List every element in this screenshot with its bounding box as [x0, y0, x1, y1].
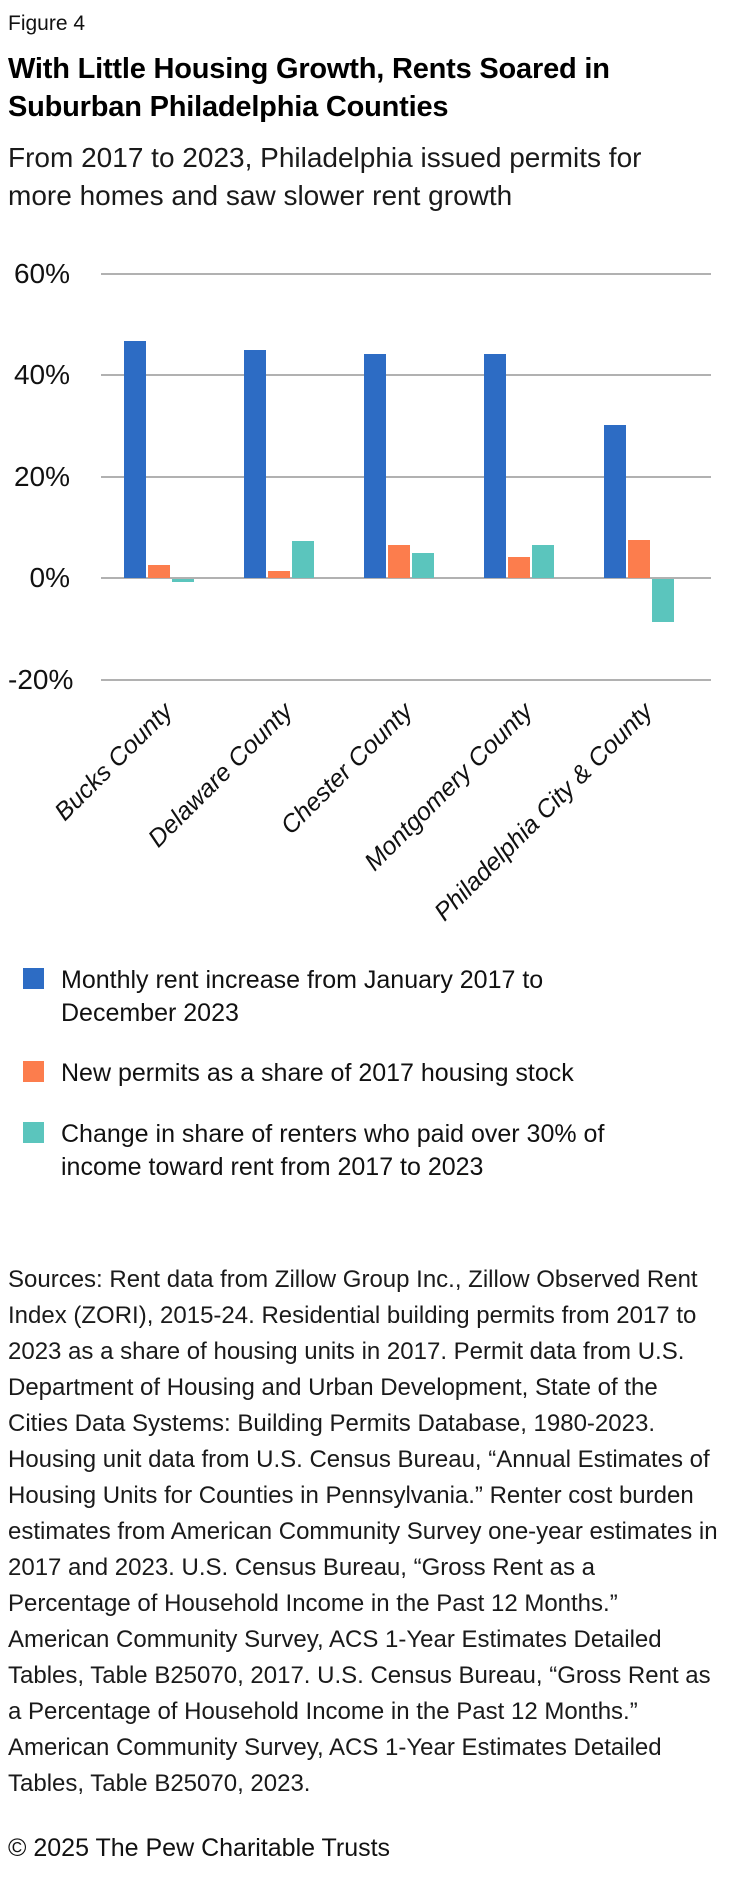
legend-swatch-blue	[23, 967, 44, 989]
legend-label-cost-burden: Change in share of renters who paid over…	[61, 1119, 605, 1181]
legend-swatch-teal	[23, 1121, 44, 1143]
sources-note: Sources: Rent data from Zillow Group Inc…	[8, 1266, 718, 1798]
gridline	[101, 374, 711, 377]
figure-label: Figure 4	[8, 12, 86, 35]
bar	[244, 350, 266, 579]
y-axis-label: 0%	[29, 562, 70, 594]
bar	[388, 544, 410, 579]
legend-swatch-orange	[23, 1061, 44, 1083]
bar	[124, 340, 146, 579]
figure-subtitle: From 2017 to 2023, Philadelphia issued p…	[8, 141, 642, 212]
legend-label-new-permits: New permits as a share of 2017 housing s…	[61, 1059, 574, 1088]
bar	[292, 540, 314, 579]
gridline	[101, 577, 711, 580]
plot-area	[101, 272, 711, 681]
copyright-note: © 2025 The Pew Charitable Trusts	[8, 1834, 391, 1863]
gridline	[101, 272, 711, 275]
bar	[172, 579, 194, 582]
y-axis-label: -20%	[8, 663, 74, 695]
bar	[268, 570, 290, 579]
grouped-bar-chart: 60% 40% 20% 0% -20% Bucks County Delaware Coun…	[8, 232, 722, 944]
bar	[652, 579, 674, 623]
bar	[532, 544, 554, 579]
figure-title: With Little Housing Growth, Rents Soared…	[8, 53, 610, 124]
legend-item-new-permits: New permits as a share of 2017 housing s…	[23, 1057, 722, 1090]
chart-legend: Monthly rent increase from January 2017 …	[8, 964, 722, 1184]
gridline	[101, 475, 711, 478]
bar	[364, 354, 386, 579]
bar	[412, 552, 434, 579]
gridline	[101, 678, 711, 681]
bar	[148, 565, 170, 579]
bar	[484, 353, 506, 579]
legend-label-rent-increase: Monthly rent increase from January 2017 …	[61, 965, 544, 1028]
legend-item-cost-burden: Change in share of renters who paid over…	[23, 1118, 722, 1185]
bar	[604, 425, 626, 579]
legend-item-rent-increase: Monthly rent increase from January 2017 …	[23, 964, 722, 1031]
y-axis-label: 40%	[13, 359, 70, 391]
y-axis-label: 20%	[13, 460, 70, 492]
y-axis-label: 60%	[13, 257, 70, 289]
bar	[508, 556, 530, 579]
bar	[628, 540, 650, 579]
